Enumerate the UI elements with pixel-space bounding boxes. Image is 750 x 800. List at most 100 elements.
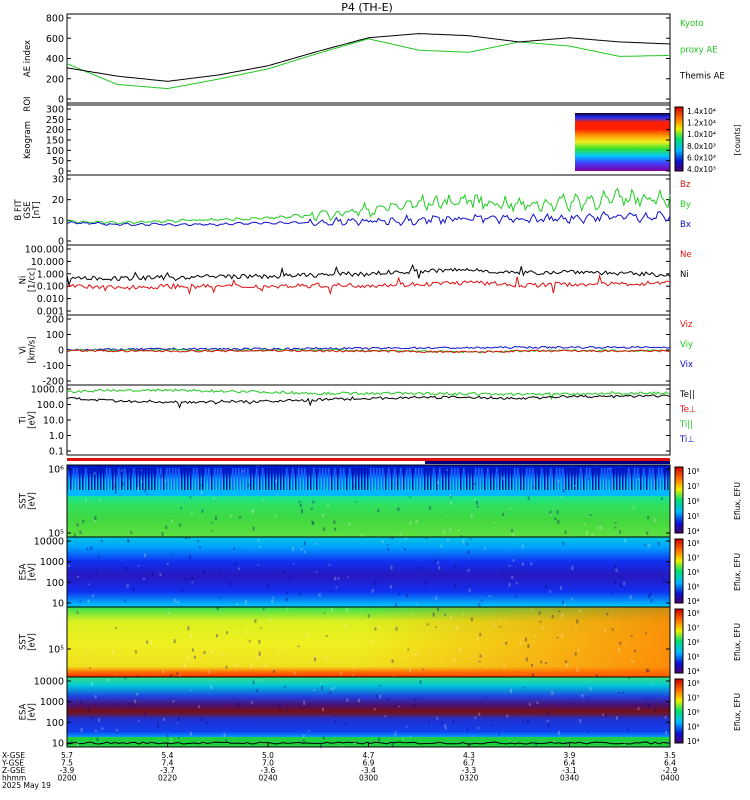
y-tick-label: 10000 xyxy=(34,677,64,688)
spectrogram-texture xyxy=(319,744,322,749)
spectrogram-texture xyxy=(234,561,237,566)
sst-e-stripe xyxy=(262,468,264,490)
spectrogram-texture xyxy=(333,686,336,690)
sst-e-stripe xyxy=(481,468,483,490)
y-axis-label: ESA xyxy=(19,703,29,720)
spectrogram-texture xyxy=(79,530,82,535)
spectrogram-texture xyxy=(326,504,329,507)
sst-e-stripe xyxy=(73,468,75,490)
sst-e-stripe xyxy=(454,468,456,490)
spectrogram-texture xyxy=(223,733,226,738)
spectrogram-texture xyxy=(528,702,531,706)
y-tick-label: 800 xyxy=(46,14,64,25)
colorbar xyxy=(674,678,684,744)
spectrogram-texture xyxy=(561,633,564,638)
spectrogram-texture xyxy=(640,487,643,489)
spectrogram-texture xyxy=(379,684,382,687)
spectrogram-texture xyxy=(404,537,407,540)
series-group-Vi xyxy=(66,345,671,354)
panel-esa_i: 10000 1000 100 10 ESA [eV] 10⁸ 10⁷ 10⁶ 10⁵ 10⁴ Eflu… xyxy=(19,536,742,612)
spectrogram-texture xyxy=(477,638,480,641)
series-line-Te- xyxy=(66,394,671,409)
colorbar-title: Eflux, EFU xyxy=(733,553,742,591)
spectrogram-texture xyxy=(438,518,441,521)
colorbar xyxy=(674,466,684,534)
spectrogram-texture xyxy=(492,623,495,627)
spectrogram-texture xyxy=(137,720,140,722)
sst-e-stripe xyxy=(199,468,201,490)
spectrogram-texture xyxy=(273,670,276,673)
sst-e-stripe xyxy=(559,468,561,490)
spectrogram-texture xyxy=(210,522,213,525)
spectrogram-texture xyxy=(502,664,505,667)
spectrogram-texture xyxy=(203,651,206,655)
spectrogram-texture xyxy=(483,547,486,550)
legend-entry: Vix xyxy=(680,360,693,370)
spectrogram-texture xyxy=(256,689,259,693)
spectrogram-texture xyxy=(450,615,453,619)
spectrogram-texture xyxy=(96,737,99,742)
spectrogram-texture xyxy=(334,527,337,531)
spectrogram-texture xyxy=(211,530,214,532)
sst-e-stripe xyxy=(322,468,324,490)
esa-e-potential-line xyxy=(66,741,668,745)
sst-e-stripe xyxy=(259,468,261,490)
spectrogram-texture xyxy=(584,523,587,526)
spectrogram-texture xyxy=(79,600,82,603)
spectrogram-texture xyxy=(608,477,611,480)
spectrogram-texture xyxy=(652,683,655,685)
spectrogram-texture xyxy=(374,627,377,631)
spectrogram-texture xyxy=(233,662,236,667)
spectrogram-texture xyxy=(571,565,574,570)
sst-e-stripe xyxy=(376,468,378,490)
sst-e-stripe xyxy=(349,468,351,490)
sst-e-stripe xyxy=(496,468,498,490)
sst-e-stripe xyxy=(340,468,342,490)
x-tick-label: 4.7 xyxy=(363,751,375,760)
spectrogram-texture xyxy=(127,539,130,543)
sst-e-stripe xyxy=(664,468,666,490)
spectrogram-texture xyxy=(225,665,228,669)
sst-e-stripe xyxy=(295,468,297,490)
legend-entry: Te|| xyxy=(679,390,695,400)
spectrogram-texture xyxy=(292,563,295,565)
spectrogram-texture xyxy=(491,724,494,727)
legend-entry: Bz xyxy=(680,180,691,190)
y-tick-label: 300 xyxy=(46,105,64,116)
legend-entry: Themis AE xyxy=(679,72,725,82)
spectrogram-texture xyxy=(323,612,326,614)
spectrogram-texture xyxy=(215,634,218,638)
spectrogram-texture xyxy=(206,479,209,481)
sst-e-stripe xyxy=(211,468,213,490)
spectrogram-texture xyxy=(564,742,567,744)
spectrogram-texture xyxy=(200,491,203,495)
spectrogram-texture xyxy=(210,685,213,690)
sst-e-stripe xyxy=(169,468,171,490)
spectrogram-texture xyxy=(93,520,96,523)
sst-e-stripe xyxy=(604,468,606,490)
sst-e-stripe xyxy=(628,468,630,490)
spectrogram-texture xyxy=(623,581,626,586)
spectrogram-texture xyxy=(625,746,628,750)
spectrogram-texture xyxy=(189,731,192,736)
sst-e-stripe xyxy=(250,468,252,490)
spectrogram-texture xyxy=(437,607,440,611)
series-line-Ni xyxy=(66,263,671,288)
spectrogram-texture xyxy=(568,702,571,704)
spectrogram-texture xyxy=(602,713,605,716)
x-axis-row-label: hhmm xyxy=(2,774,26,783)
panel-sst_e: 10⁶ 10⁵ SST [eV] 10⁸ 10⁷ 10⁶ 10⁵ 10⁴ Eflux, EFU xyxy=(19,464,742,540)
spectrogram-texture xyxy=(126,584,129,588)
spectrogram-texture xyxy=(595,674,598,679)
sst-e-stripe xyxy=(196,468,198,490)
legend-entry: By xyxy=(680,200,691,210)
y-axis-label: GSE xyxy=(23,201,33,218)
panel-ae: 800 600 400 200 0 AE index Kyoto proxy AE Themis… xyxy=(23,13,725,106)
spectrogram-texture xyxy=(98,465,101,469)
sst-e-stripe xyxy=(490,468,492,490)
spectrogram-texture xyxy=(406,593,409,598)
spectrogram-texture xyxy=(203,569,206,574)
spectrogram-texture xyxy=(292,546,295,551)
spectrogram-texture xyxy=(162,669,165,674)
spectrogram-texture xyxy=(413,704,416,707)
